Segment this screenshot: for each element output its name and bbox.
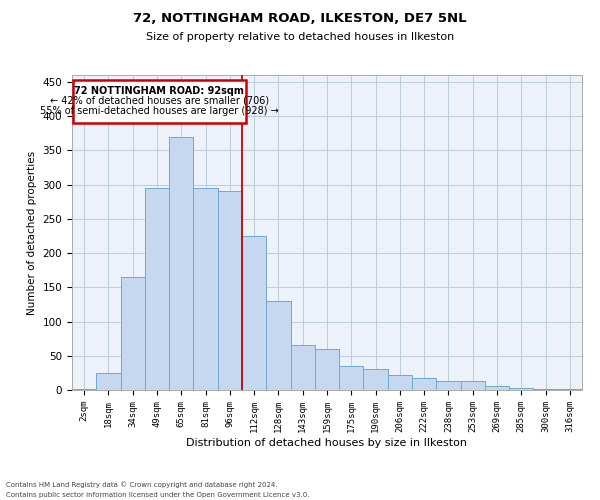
Y-axis label: Number of detached properties: Number of detached properties: [27, 150, 37, 314]
Bar: [73, 80, 245, 123]
Bar: [96, 373, 121, 390]
X-axis label: Distribution of detached houses by size in Ilkeston: Distribution of detached houses by size …: [187, 438, 467, 448]
Bar: [412, 378, 436, 390]
Bar: [121, 277, 145, 390]
Bar: [266, 301, 290, 390]
Text: Contains public sector information licensed under the Open Government Licence v3: Contains public sector information licen…: [6, 492, 310, 498]
Text: Contains HM Land Registry data © Crown copyright and database right 2024.: Contains HM Land Registry data © Crown c…: [6, 481, 277, 488]
Text: Size of property relative to detached houses in Ilkeston: Size of property relative to detached ho…: [146, 32, 454, 42]
Bar: [290, 346, 315, 390]
Text: ← 42% of detached houses are smaller (706): ← 42% of detached houses are smaller (70…: [50, 96, 269, 106]
Text: 72 NOTTINGHAM ROAD: 92sqm: 72 NOTTINGHAM ROAD: 92sqm: [74, 86, 244, 96]
Bar: [339, 366, 364, 390]
Bar: [169, 136, 193, 390]
Bar: [145, 188, 169, 390]
Text: 55% of semi-detached houses are larger (928) →: 55% of semi-detached houses are larger (…: [40, 106, 279, 116]
Bar: [461, 381, 485, 390]
Bar: [315, 349, 339, 390]
Bar: [436, 381, 461, 390]
Bar: [388, 375, 412, 390]
Bar: [509, 388, 533, 390]
Bar: [485, 386, 509, 390]
Bar: [533, 388, 558, 390]
Bar: [193, 188, 218, 390]
Bar: [364, 370, 388, 390]
Bar: [218, 192, 242, 390]
Bar: [242, 236, 266, 390]
Text: 72, NOTTINGHAM ROAD, ILKESTON, DE7 5NL: 72, NOTTINGHAM ROAD, ILKESTON, DE7 5NL: [133, 12, 467, 26]
